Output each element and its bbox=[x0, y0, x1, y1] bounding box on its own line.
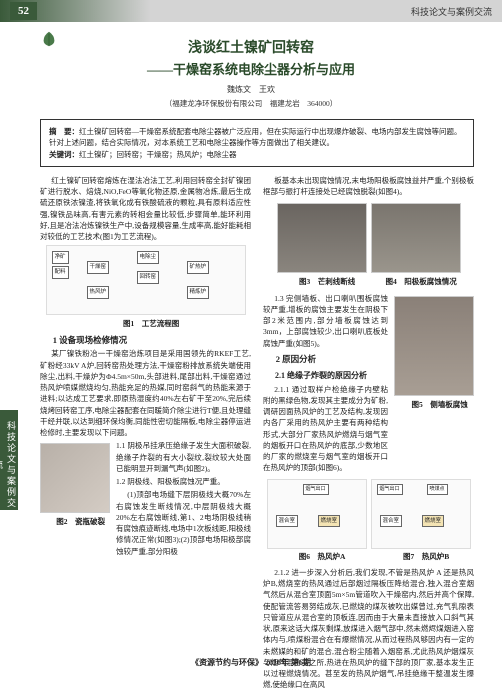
section-1-2-paragraph: (1)顶部电场缝下层阴极线大概70%左右腐蚀发生断线情况,中层阴极线大概20%左… bbox=[116, 489, 251, 557]
section-2-title: 2 原因分析 bbox=[263, 353, 388, 366]
figures-3-4-row: 图3 芒刺线断线 图4 阳极板腐蚀情况 bbox=[263, 200, 474, 289]
section-1-title: 1 设备现场检修情况 bbox=[40, 334, 251, 347]
abstract-text: 红土镍矿回转窑—干燥窑系统配套电除尘器被广泛应用，但在实际运行中出现爆炸破裂、电… bbox=[49, 127, 462, 147]
figure-3-image bbox=[277, 203, 367, 273]
title-main: 浅谈红土镍矿回转窑 bbox=[0, 37, 502, 57]
figure-5-image bbox=[394, 296, 474, 396]
figure-6-caption: 图6 热风炉A bbox=[267, 551, 367, 562]
figure-7-caption: 图7 热风炉B bbox=[371, 551, 471, 562]
keywords-label: 关键词： bbox=[49, 150, 79, 159]
figure-5-caption: 图5 侧墙板腐蚀 bbox=[394, 399, 474, 410]
keywords-text: 红土镍矿；回转窑；干燥窑；热风炉；电除尘器 bbox=[79, 150, 237, 159]
figure-4-caption: 图4 阳极板腐蚀情况 bbox=[371, 276, 461, 287]
section-1-1: 1.1 阴极吊挂承压绝缘子发生大面积破裂,绝缘子炸裂的有大小裂纹,裂纹较大处面已… bbox=[116, 440, 251, 474]
title-sub: ——干燥窑系统电除尘器分析与应用 bbox=[0, 59, 502, 78]
page-number: 52 bbox=[10, 2, 37, 20]
figure-7-diagram: 混合室 燃烧室 喷煤点 烟气出口 bbox=[371, 479, 471, 549]
figure-2-image bbox=[40, 443, 110, 513]
two-column-layout: 红土镍矿回转窑熔炼在湿法冶法工艺,利用回转窑全封矿镍团矿进行脱水、焙烧,NiO,… bbox=[40, 175, 474, 693]
affiliation: （福建龙净环保股份有限公司 福建龙岩 364000） bbox=[0, 98, 502, 109]
figure-4-image bbox=[371, 203, 461, 273]
footer: 《资源节约与环保》 2016年 第6期 bbox=[0, 657, 502, 668]
page-header: 52 科技论文与案例交流 bbox=[0, 0, 502, 22]
intro-paragraph: 红土镍矿回转窑熔炼在湿法冶法工艺,利用回转窑全封矿镍团矿进行脱水、焙烧,NiO,… bbox=[40, 175, 251, 243]
section-1-3: 1.3 完侧墙板、出口喇叭围板腐蚀较严重,增板的腐蚀主要发生在阴极下部2米范围内… bbox=[263, 293, 388, 349]
title-block: 浅谈红土镍矿回转窑 ——干燥窑系统电除尘器分析与应用 魏炼文 王欢 （福建龙净环… bbox=[0, 37, 502, 109]
content-area: 摘 要：红土镍矿回转窑—干燥窑系统配套电除尘器被广泛应用，但在实际运行中出现爆炸… bbox=[0, 109, 502, 693]
col2-paragraph-1: 板基本未出现腐蚀情况,末电场阳极板腐蚀益并严重,个别极板框部与振打杆连接处已经腐… bbox=[263, 175, 474, 198]
right-column: 板基本未出现腐蚀情况,末电场阳极板腐蚀益并严重,个别极板框部与振打杆连接处已经腐… bbox=[263, 175, 474, 693]
figure-6-diagram: 混合室 燃烧室 烟气出口 bbox=[267, 479, 367, 549]
figure-3-caption: 图3 芒刺线断线 bbox=[277, 276, 367, 287]
header-section-label: 科技论文与案例交流 bbox=[411, 5, 492, 18]
figures-6-7-row: 混合室 燃烧室 烟气出口 图6 热风炉A 混合室 燃烧室 喷煤点 烟气出口 图7… bbox=[263, 479, 474, 564]
figure-1-caption: 图1 工艺流程图 bbox=[40, 318, 251, 329]
figure-2-caption: 图2 瓷瓶破裂 bbox=[40, 516, 110, 527]
figure-1-flowchart: 净矿 配料 干燥窑 电除尘 回转窑 热风炉 矿热炉 精炼炉 bbox=[46, 245, 246, 315]
abstract-label: 摘 要： bbox=[49, 127, 79, 136]
section-2-1-1: 2.1.1 通过取样户检绝缘子内壁粘附的黑绿色物,发现其主要成分为矿粉,调研因面… bbox=[263, 384, 388, 474]
section-1-paragraph: 某厂镍铁粉冶一干燥窑治炼项目是采用国领先的RKEF工艺,矿粉经33kV A炉,回… bbox=[40, 348, 251, 438]
side-tab: 科技论文与案例交流 bbox=[0, 410, 18, 510]
leaf-icon bbox=[40, 30, 58, 48]
abstract-box: 摘 要：红土镍矿回转窑—干燥窑系统配套电除尘器被广泛应用，但在实际运行中出现爆炸… bbox=[40, 119, 474, 167]
section-1-2-title: 1.2 阴极线、阳极板腐蚀况严重。 bbox=[116, 476, 251, 487]
section-2-1-2: 2.1.2 进一步深入分析后,我们发现,不管是热风炉 A 还是热风炉B,燃烧室的… bbox=[263, 567, 474, 691]
authors: 魏炼文 王欢 bbox=[0, 84, 502, 95]
left-column: 红土镍矿回转窑熔炼在湿法冶法工艺,利用回转窑全封矿镍团矿进行脱水、焙烧,NiO,… bbox=[40, 175, 251, 693]
section-2-1-title: 2.1 绝缘子炸裂的原因分析 bbox=[263, 370, 388, 382]
